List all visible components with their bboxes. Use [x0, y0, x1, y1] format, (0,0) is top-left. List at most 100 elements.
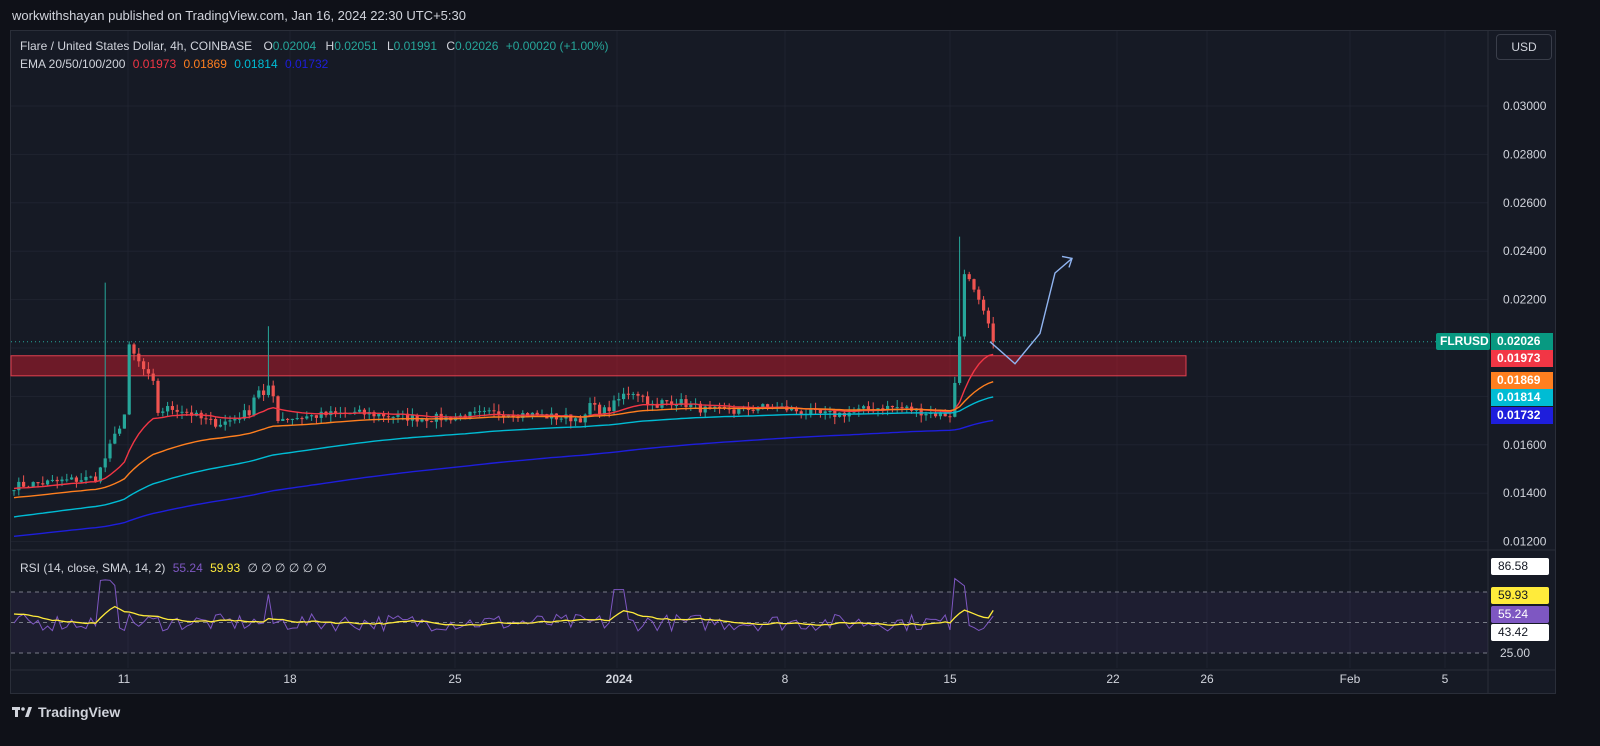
ema50-line [13, 381, 994, 499]
rsi-badge [1491, 624, 1549, 641]
rsi-placeholders: ∅ ∅ ∅ ∅ ∅ ∅ [247, 561, 327, 575]
candle-body [362, 409, 366, 415]
ema100-line [13, 396, 994, 518]
candle-body [151, 373, 155, 381]
candle-body [569, 414, 573, 422]
candle-body [238, 418, 242, 420]
candle-body [79, 480, 83, 482]
candle-body [17, 481, 21, 491]
candle-body [113, 433, 117, 444]
high-value: 0.02051 [334, 39, 378, 53]
candle-body [372, 412, 376, 417]
candle-body [156, 380, 160, 413]
candle-body [271, 385, 275, 397]
candle-body [986, 310, 990, 324]
candle-body [209, 418, 213, 420]
candle-body [487, 410, 491, 412]
candle-body [761, 404, 765, 409]
candle-body [46, 480, 50, 485]
candle-body [36, 482, 40, 484]
candle-body [598, 404, 602, 415]
candle-body [406, 413, 410, 421]
candle-body [310, 415, 314, 417]
ema-legend: EMA 20/50/100/200 0.01973 0.01869 0.0181… [20, 57, 328, 71]
candle-body [60, 479, 64, 482]
candle-body [708, 406, 712, 408]
candle-body [262, 390, 266, 396]
candle-body [862, 406, 866, 409]
rsi-legend: RSI (14, close, SMA, 14, 2) 55.24 59.93 … [20, 561, 327, 575]
candle-body [991, 323, 995, 342]
rsi-badge-text: 43.42 [1498, 625, 1528, 639]
ema20-value: 0.01973 [132, 57, 177, 71]
brand-name: TradingView [38, 704, 121, 720]
candle-body [98, 467, 102, 482]
candle-body [127, 344, 131, 415]
candle-body [818, 409, 822, 414]
candle-body [626, 393, 630, 395]
candle-body [953, 382, 957, 417]
candle-body [84, 476, 88, 481]
rsi-value: 55.24 [172, 561, 203, 575]
candle-body [766, 404, 770, 407]
candle-body [214, 419, 218, 427]
time-tick-label: 22 [1106, 672, 1120, 686]
candle-body [334, 411, 338, 413]
candle-body [94, 476, 98, 482]
rsi-tick-label: 25.00 [1500, 646, 1530, 660]
candle-body [574, 418, 578, 422]
currency-unit-button[interactable]: USD [1496, 34, 1552, 60]
rsi-badge-text: 55.24 [1498, 607, 1528, 621]
candle-body [684, 399, 688, 408]
low-value: 0.01991 [393, 39, 438, 53]
candle-body [180, 411, 184, 413]
candle-body [977, 289, 981, 300]
rsi-sma-value: 59.93 [210, 561, 241, 575]
candle-body [689, 403, 693, 408]
candle-body [142, 361, 146, 370]
rsi-badge-text: 59.93 [1498, 588, 1528, 602]
tradingview-brand[interactable]: TradingView [12, 704, 120, 720]
candle-body [377, 413, 381, 417]
candle-body [737, 408, 741, 414]
candle-body [890, 405, 894, 408]
candle-body [646, 396, 650, 406]
candle-body [670, 401, 674, 406]
high-label: H [325, 39, 335, 53]
tradingview-logo-icon [12, 706, 32, 718]
candle-body [622, 393, 626, 400]
candle-body [722, 406, 726, 408]
symbol-badge [1436, 333, 1490, 350]
candle-body [108, 443, 112, 459]
candle-body [122, 414, 126, 429]
candle-body [482, 410, 486, 412]
candle-body [55, 479, 59, 482]
low-label: L [386, 39, 394, 53]
ema200-value: 0.01732 [284, 57, 329, 71]
open-value: 0.02004 [272, 39, 317, 53]
candle-body [41, 483, 45, 485]
candle-body [823, 411, 827, 414]
candle-body [468, 411, 472, 419]
candle-body [137, 353, 141, 362]
rsi-badge [1491, 558, 1549, 575]
candle-body [146, 369, 150, 374]
price-tick-label: 0.02200 [1503, 293, 1547, 307]
candle-body [703, 406, 707, 413]
candle-body [732, 409, 736, 414]
candle-body [583, 414, 587, 423]
candle-body [607, 407, 611, 412]
candle-body [799, 411, 803, 415]
ema50-value: 0.01869 [183, 57, 227, 71]
candle-body [665, 400, 669, 402]
candle-body [828, 410, 832, 412]
rsi-badge-text: 86.58 [1498, 559, 1528, 573]
candle-body [593, 403, 597, 405]
candle-body [895, 407, 899, 409]
time-tick-label: 25 [448, 672, 462, 686]
candle-body [434, 413, 438, 422]
projection-arrow-path [989, 257, 1073, 365]
candle-body [12, 490, 16, 492]
candle-body [886, 405, 890, 411]
